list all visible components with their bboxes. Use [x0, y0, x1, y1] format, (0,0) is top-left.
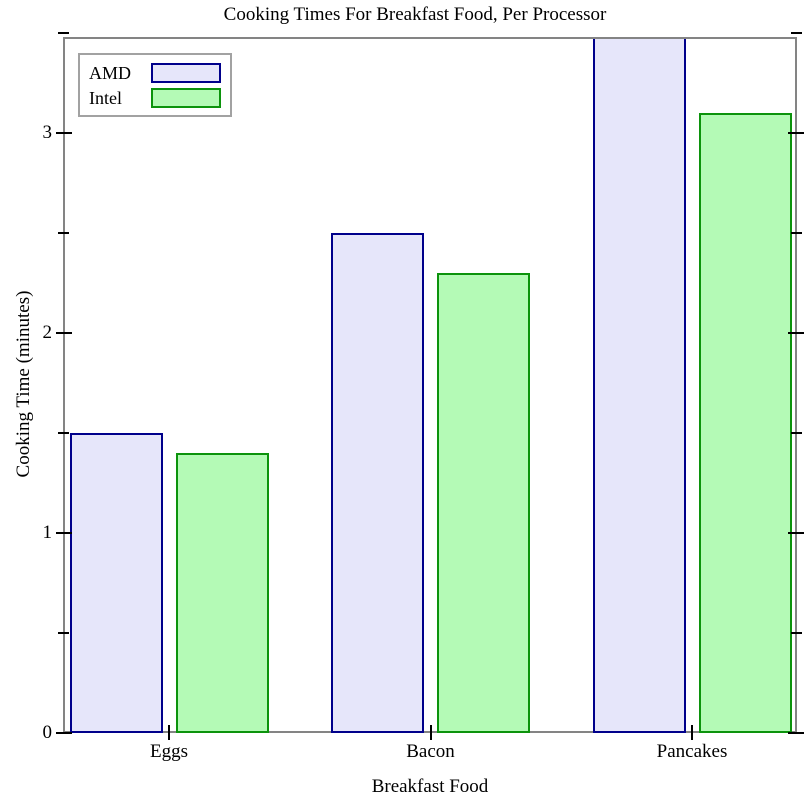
y-tick-major	[788, 132, 804, 134]
legend-swatch-intel	[151, 87, 221, 108]
y-tick-major	[788, 732, 804, 734]
legend-label-intel: Intel	[89, 87, 122, 108]
y-tick-minor	[58, 432, 69, 434]
y-tick-label: 3	[42, 122, 53, 143]
bar-amd-bacon	[331, 233, 424, 733]
y-axis-label: Cooking Time (minutes)	[13, 290, 34, 478]
y-tick-minor	[791, 432, 802, 434]
legend-swatch-amd	[151, 62, 221, 83]
legend-label-amd: AMD	[89, 62, 132, 83]
bar-intel-bacon	[437, 273, 530, 733]
plot-frame-right	[795, 37, 797, 733]
y-tick-label: 0	[42, 722, 53, 743]
bar-intel-eggs	[175, 453, 269, 733]
category-label: Bacon	[406, 741, 455, 762]
y-tick-label: 2	[42, 322, 53, 343]
x-tick	[691, 725, 693, 740]
x-tick	[168, 725, 170, 740]
bar-amd-pancakes	[592, 37, 686, 733]
y-tick-major	[788, 532, 804, 534]
legend-item: Intel	[89, 86, 221, 110]
y-tick-label: 1	[42, 522, 53, 543]
plot-frame-top	[63, 37, 797, 39]
x-axis-label: Breakfast Food	[371, 776, 489, 797]
y-tick-major	[56, 532, 72, 534]
y-axis-line	[63, 37, 65, 733]
y-tick-major	[56, 732, 72, 734]
chart-title: Cooking Times For Breakfast Food, Per Pr…	[223, 4, 607, 25]
bar-intel-pancakes	[698, 113, 792, 733]
y-tick-minor	[58, 632, 69, 634]
y-tick-minor	[791, 32, 802, 34]
y-tick-major	[56, 132, 72, 134]
y-tick-minor	[791, 232, 802, 234]
category-label: Pancakes	[656, 741, 728, 762]
plot-area	[56, 32, 804, 740]
y-tick-major	[56, 332, 72, 334]
y-tick-minor	[58, 32, 69, 34]
y-tick-minor	[58, 232, 69, 234]
bar-amd-eggs	[69, 433, 163, 733]
y-tick-minor	[791, 632, 802, 634]
category-label: Eggs	[150, 741, 188, 762]
legend-item: AMD	[89, 61, 221, 85]
legend: AMD Intel	[78, 53, 232, 117]
x-tick	[429, 725, 432, 740]
y-tick-major	[788, 332, 804, 334]
